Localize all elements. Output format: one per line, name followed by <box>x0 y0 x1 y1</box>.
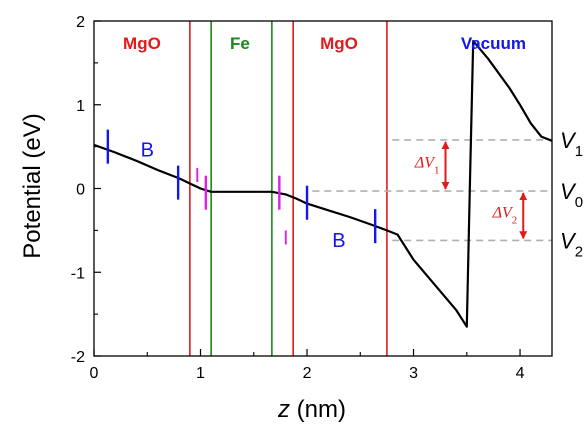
region-label: MgO <box>123 34 161 53</box>
reference-label: V0 <box>560 179 583 211</box>
reference-label-subscript: 0 <box>575 194 583 211</box>
reference-label: V2 <box>560 228 583 260</box>
y-tick-label: 0 <box>76 182 85 199</box>
tick-marks-layer <box>106 129 377 244</box>
annotation-label: B <box>141 140 154 162</box>
reference-label-subscript: 1 <box>575 143 583 160</box>
delta-label-subscript: 2 <box>512 215 518 227</box>
plot-frame <box>93 20 553 357</box>
region-label: Fe <box>230 34 250 53</box>
delta-label-symbol: ΔV <box>492 205 514 222</box>
y-axis-label: Potential (eV) <box>19 113 46 258</box>
series-layer <box>93 39 553 328</box>
x-axis-variable: z <box>277 396 290 423</box>
y-tick-label: -2 <box>71 349 85 366</box>
x-tick-label: 0 <box>90 365 99 382</box>
reference-label: V1 <box>560 128 583 160</box>
boundary-lines <box>189 21 388 356</box>
x-tick-label: 3 <box>409 365 418 382</box>
y-tick-label: 1 <box>76 98 85 115</box>
x-tick-label: 4 <box>516 365 525 382</box>
x-tick-label: 2 <box>303 365 312 382</box>
potential-curve <box>93 39 553 328</box>
x-axis-label: z (nm) <box>277 396 346 423</box>
x-axis-unit: (nm) <box>290 396 346 423</box>
delta-label: ΔV1 <box>414 154 440 176</box>
region-label: Vacuum <box>461 34 526 53</box>
reference-label-subscript: 2 <box>575 243 583 260</box>
delta-label-symbol: ΔV <box>414 154 436 171</box>
annotation-label: B <box>332 230 345 252</box>
reference-label-symbol: V <box>560 128 577 153</box>
axes: 0 1 2 3 4 -2 -1 0 1 2 <box>71 14 553 382</box>
y-tick-label: -1 <box>71 265 85 282</box>
region-label: MgO <box>320 34 358 53</box>
reference-label-symbol: V <box>560 179 577 204</box>
reference-label-symbol: V <box>560 228 577 253</box>
annotation-label: I <box>195 165 201 187</box>
x-tick-label: 1 <box>196 365 205 382</box>
reference-lines <box>312 139 552 242</box>
annotation-label: I <box>283 228 289 250</box>
delta-label: ΔV2 <box>492 205 518 227</box>
delta-label-subscript: 1 <box>434 164 440 176</box>
y-tick-label: 2 <box>76 14 85 31</box>
